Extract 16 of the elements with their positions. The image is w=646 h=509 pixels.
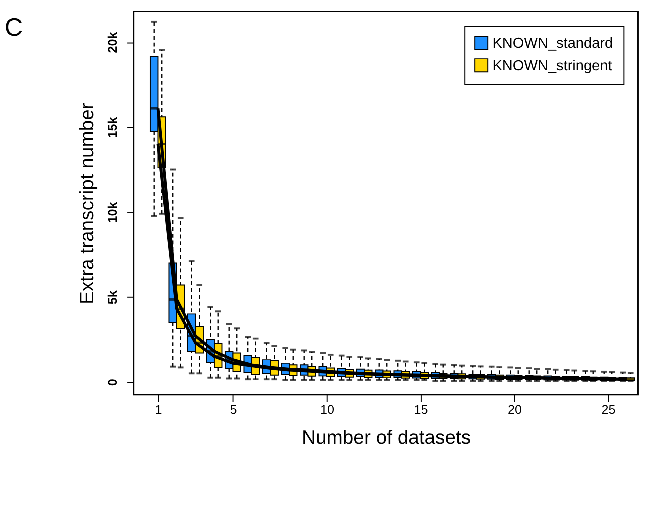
x-tick-label: 15 [414,402,428,417]
x-tick-label: 5 [230,402,238,417]
x-axis-title: Number of datasets [302,426,472,449]
y-axis-title: Extra transcript number [76,102,99,304]
legend-label: KNOWN_stringent [492,58,612,74]
x-tick-label: 25 [602,402,616,417]
x-tick-label: 10 [320,402,334,417]
y-tick-label: 15k [106,116,120,138]
y-tick-label: 10k [106,201,120,224]
x-tick-label: 1 [155,402,162,417]
x-tick-label: 20 [508,402,522,417]
y-tick-label: 5k [106,290,120,305]
y-tick-label: 0 [106,379,120,386]
y-tick-label: 20k [106,31,120,54]
chart-title: C [4,14,24,42]
legend-label: KNOWN_standard [492,36,614,52]
